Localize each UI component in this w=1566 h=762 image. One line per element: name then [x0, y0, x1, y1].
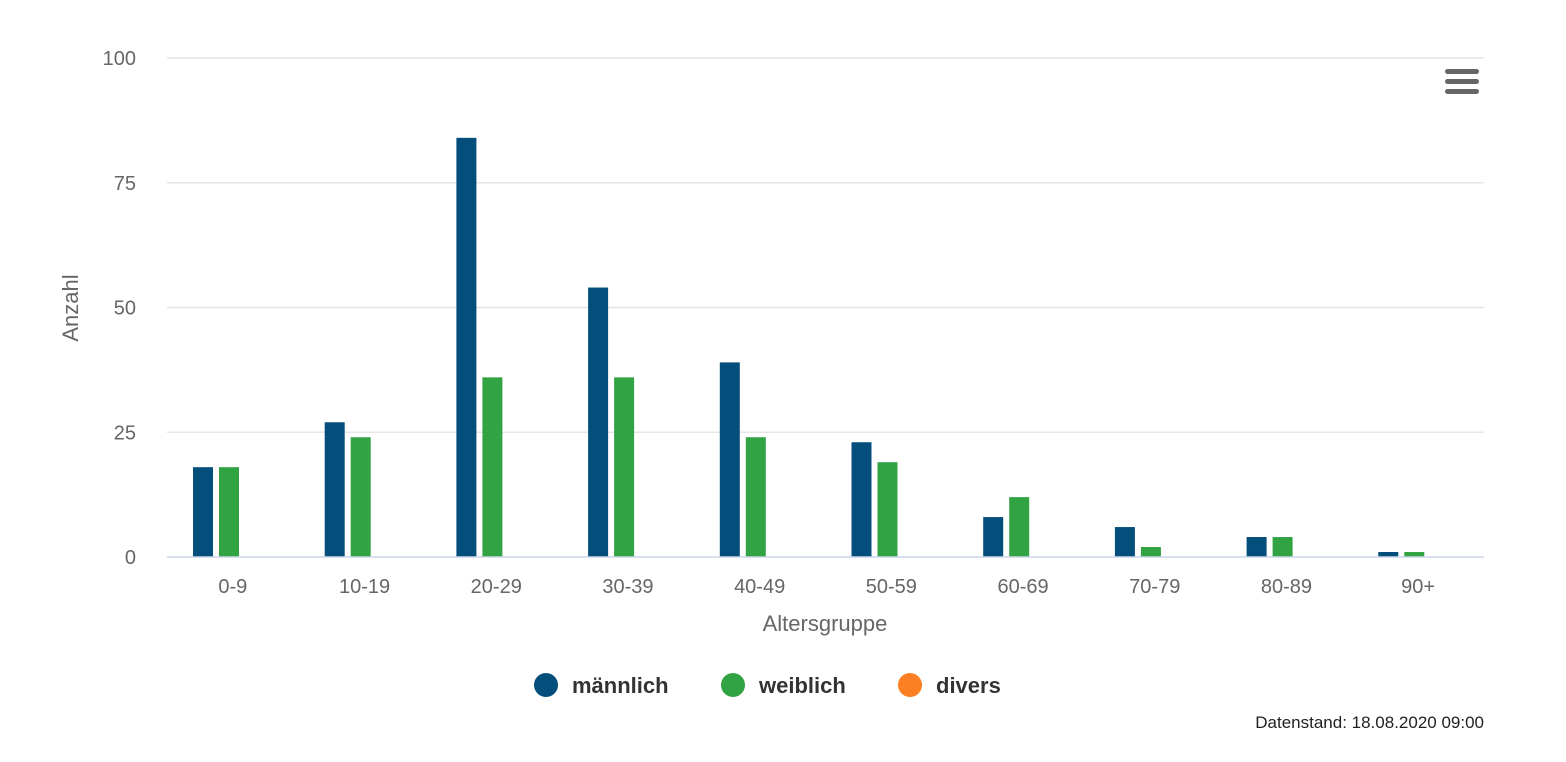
bar-mannlich-60-69[interactable] [983, 517, 1004, 557]
x-tick-label: 30-39 [602, 576, 653, 598]
y-tick-label: 25 [114, 422, 136, 444]
credits-text: Datenstand: 18.08.2020 09:00 [1255, 713, 1484, 732]
bar-mannlich-90plus[interactable] [1378, 552, 1399, 557]
y-axis-title: Anzahl [58, 274, 83, 341]
bar-mannlich-80-89[interactable] [1246, 537, 1267, 557]
x-tick-label: 20-29 [471, 576, 522, 598]
legend-label-weiblich: weiblich [758, 673, 846, 698]
y-tick-label: 50 [114, 298, 136, 320]
y-tick-label: 0 [125, 547, 136, 569]
legend-marker-weiblich [721, 673, 745, 697]
bar-mannlich-10-19[interactable] [324, 422, 345, 557]
y-axis-ticks: 0 25 50 75 100 [103, 48, 136, 569]
bar-mannlich-40-49[interactable] [719, 362, 740, 557]
y-tick-label: 100 [103, 48, 136, 70]
x-tick-label: 0-9 [218, 576, 247, 598]
legend-label-divers: divers [936, 673, 1001, 698]
bar-mannlich-70-79[interactable] [1114, 527, 1135, 557]
legend-marker-divers [898, 673, 922, 697]
bars [193, 137, 1425, 557]
hamburger-menu-icon[interactable] [1440, 64, 1482, 100]
x-axis-title: Altersgruppe [763, 611, 888, 636]
legend-marker-mannlich [534, 673, 558, 697]
legend-item-weiblich[interactable]: weiblich [721, 673, 846, 698]
y-tick-label: 75 [114, 173, 136, 195]
bar-weiblich-60-69[interactable] [1009, 497, 1030, 557]
bar-weiblich-70-79[interactable] [1140, 547, 1161, 557]
x-tick-label: 50-59 [866, 576, 917, 598]
x-tick-label: 70-79 [1129, 576, 1180, 598]
grid-lines [167, 57, 1484, 433]
bar-weiblich-10-19[interactable] [350, 437, 371, 557]
bar-weiblich-50-59[interactable] [877, 462, 898, 557]
x-tick-label: 10-19 [339, 576, 390, 598]
bar-mannlich-20-29[interactable] [456, 137, 477, 557]
x-tick-label: 80-89 [1261, 576, 1312, 598]
legend-item-divers[interactable]: divers [898, 673, 1001, 698]
legend-item-mannlich[interactable]: männlich [534, 673, 669, 698]
bar-weiblich-20-29[interactable] [482, 377, 503, 557]
bar-mannlich-30-39[interactable] [588, 287, 609, 557]
bar-weiblich-90plus[interactable] [1404, 552, 1425, 557]
legend-label-mannlich: männlich [572, 673, 669, 698]
x-axis-ticks: 0-9 10-19 20-29 30-39 40-49 50-59 60-69 70-79 80… [218, 576, 1435, 598]
bar-mannlich-0-9[interactable] [193, 467, 213, 557]
bar-mannlich-50-59[interactable] [851, 442, 872, 557]
bar-weiblich-80-89[interactable] [1272, 537, 1293, 557]
bar-weiblich-0-9[interactable] [219, 467, 239, 557]
x-tick-label: 40-49 [734, 576, 785, 598]
x-tick-label: 90+ [1401, 576, 1435, 598]
x-tick-label: 60-69 [997, 576, 1048, 598]
bar-weiblich-40-49[interactable] [745, 437, 766, 557]
legend: männlich weiblich divers [534, 673, 1001, 698]
bar-weiblich-30-39[interactable] [614, 377, 635, 557]
